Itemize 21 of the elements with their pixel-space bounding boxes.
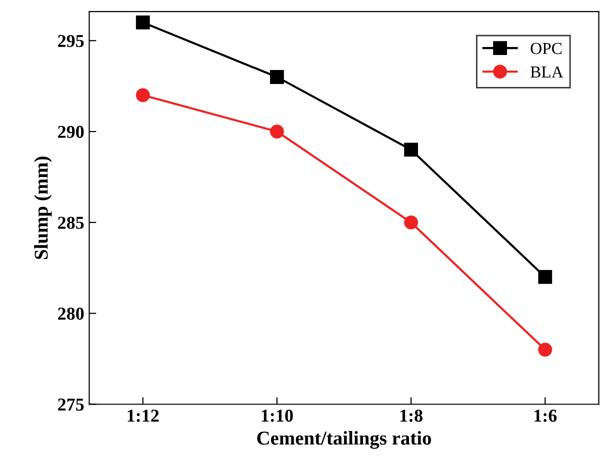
point	[404, 142, 418, 157]
x-tick-label: 1:8	[400, 410, 422, 422]
legend-label: BLA	[530, 66, 564, 78]
point	[136, 16, 150, 30]
point	[270, 70, 284, 84]
x-tick-label: 1:12	[128, 410, 159, 422]
y-tick-label: 290	[58, 126, 84, 138]
legend-label: OPC	[530, 42, 562, 54]
y-tick-label: 285	[58, 216, 84, 229]
y-tick-label: 275	[58, 398, 84, 411]
point	[538, 342, 552, 357]
point	[270, 124, 284, 138]
y-axis-title: Slump (mm)	[34, 156, 52, 259]
point	[136, 88, 150, 102]
point	[538, 270, 552, 284]
x-tick-label: 1:6	[534, 410, 557, 422]
x-axis-title: Cement/tailings ratio	[257, 431, 432, 449]
point	[404, 216, 418, 230]
x-tick-label: 1:10	[262, 410, 293, 422]
y-tick-label: 280	[58, 308, 84, 320]
y-tick-label: 295	[58, 34, 84, 48]
